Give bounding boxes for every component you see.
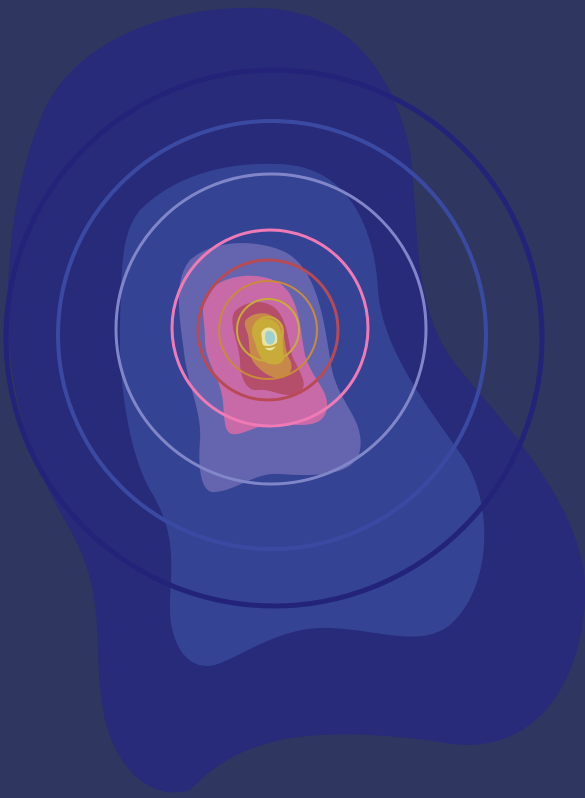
ring-core	[252, 316, 284, 348]
blob-core-light	[264, 330, 275, 345]
ring-gold	[236, 298, 300, 362]
ring-inner	[114, 172, 428, 486]
ring-rust	[196, 258, 340, 402]
ring-pink	[170, 228, 370, 428]
ring-mid	[56, 119, 488, 551]
ring-orange	[218, 280, 318, 380]
ring-outer	[3, 67, 545, 609]
